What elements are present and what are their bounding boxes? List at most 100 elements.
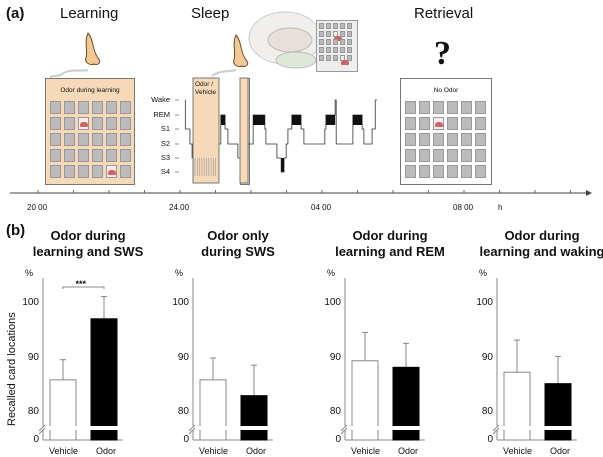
chart-title-2-line2: during SWS xyxy=(201,244,275,259)
y-tick-label: 80 xyxy=(27,406,39,417)
card-tile xyxy=(419,165,430,178)
x-category-label: Odor xyxy=(550,446,571,456)
timeline-axis xyxy=(10,190,592,196)
y-tick-label: 0 xyxy=(183,434,189,445)
axis-break xyxy=(344,426,347,430)
card-tile xyxy=(106,133,117,146)
phase-learning: Learning xyxy=(60,5,119,22)
card-tile xyxy=(433,149,444,162)
axis-break-gap xyxy=(49,426,77,430)
card-tile xyxy=(64,165,75,178)
card-tile xyxy=(340,39,345,45)
bar-odor xyxy=(90,318,118,441)
card-tile xyxy=(120,149,131,162)
axis-break-icon xyxy=(492,424,500,435)
chart-title-3-line2: learning and REM xyxy=(335,244,445,259)
card-tile xyxy=(405,165,416,178)
y-tick-label: 0 xyxy=(33,434,39,445)
card-tile xyxy=(433,165,444,178)
chart-title-3-line1: Odor during xyxy=(352,228,428,243)
card-tile xyxy=(461,149,472,162)
stage-label-s4: S4 xyxy=(160,167,170,176)
time-label: 20 00 xyxy=(27,203,48,212)
card-tile xyxy=(92,165,103,178)
card-tile xyxy=(319,39,324,45)
learning-card-box: Odor during learning xyxy=(45,78,135,185)
axis-break-gap xyxy=(351,426,379,430)
retrieval-card-box: No Odor xyxy=(400,78,492,185)
card-tile xyxy=(106,117,117,130)
card-tile xyxy=(319,31,324,37)
y-tick-label: 90 xyxy=(329,352,341,363)
bar-odor xyxy=(240,395,268,441)
card-tile xyxy=(347,55,352,61)
card-tile xyxy=(347,39,352,45)
card-tile xyxy=(347,23,352,29)
card-tile xyxy=(120,165,131,178)
bar-vehicle xyxy=(199,379,227,441)
card-tile xyxy=(78,165,89,178)
card-tile xyxy=(461,101,472,114)
card-tile xyxy=(78,149,89,162)
y-tick-label: 0 xyxy=(487,434,493,445)
card-tile xyxy=(475,165,486,178)
card-tile xyxy=(419,117,430,130)
card-tile xyxy=(405,149,416,162)
card-tile xyxy=(433,133,444,146)
card-revealed xyxy=(78,117,89,130)
y-tick-label: 80 xyxy=(481,406,493,417)
card-tile xyxy=(50,149,61,162)
y-tick-label: 0 xyxy=(335,434,341,445)
card-tile xyxy=(106,101,117,114)
chart-title-1-line2: learning and SWS xyxy=(32,244,144,259)
x-category-label: Odor xyxy=(398,446,419,456)
card-revealed xyxy=(340,55,345,61)
x-category-label: Vehicle xyxy=(351,446,381,456)
y-unit-label: % xyxy=(175,268,184,278)
learning-box-title: Odor during learning xyxy=(60,87,120,94)
y-tick-label: 100 xyxy=(22,297,39,308)
y-unit-label: % xyxy=(479,268,488,278)
y-unit-label: % xyxy=(327,268,336,278)
card-tile xyxy=(461,133,472,146)
card-tile xyxy=(92,117,103,130)
odor-vehicle-box: Odor / Vehicle xyxy=(193,78,219,183)
card-tile xyxy=(92,133,103,146)
card-tile xyxy=(333,55,338,61)
card-tile xyxy=(50,117,61,130)
card-tile xyxy=(333,39,338,45)
phase-sleep: Sleep xyxy=(191,5,230,22)
card-tile xyxy=(319,55,324,61)
bar-odor xyxy=(544,383,572,441)
odor-smoke-sleep xyxy=(211,69,237,77)
axis-break-gap xyxy=(392,426,420,430)
card-tile xyxy=(405,101,416,114)
y-tick-label: 90 xyxy=(481,352,493,363)
card-tile xyxy=(78,133,89,146)
card-tile xyxy=(419,149,430,162)
card-tile xyxy=(92,101,103,114)
y-tick-label: 100 xyxy=(172,297,189,308)
card-tile xyxy=(326,39,331,45)
odor-vehicle-title-2: Vehicle xyxy=(195,89,216,96)
card-tile xyxy=(340,47,345,53)
bar-vehicle xyxy=(49,379,77,441)
question-mark: ? xyxy=(434,35,451,72)
y-tick-label: 80 xyxy=(177,406,189,417)
stage-label-wake: Wake xyxy=(151,95,170,104)
card-tile xyxy=(326,47,331,53)
y-tick-label: 90 xyxy=(27,352,39,363)
time-unit-label: h xyxy=(498,203,503,212)
stage-label-s2: S2 xyxy=(160,139,170,148)
stage-label-s3: S3 xyxy=(160,153,170,162)
card-tile xyxy=(333,23,338,29)
card-tile xyxy=(120,101,131,114)
panel-b-label: (b) xyxy=(6,222,26,239)
card-tile xyxy=(120,117,131,130)
card-tile xyxy=(475,117,486,130)
stage-label-s1: S1 xyxy=(160,124,170,133)
chart-title-4-line2: learning and waking xyxy=(479,244,603,259)
card-tile xyxy=(433,101,444,114)
